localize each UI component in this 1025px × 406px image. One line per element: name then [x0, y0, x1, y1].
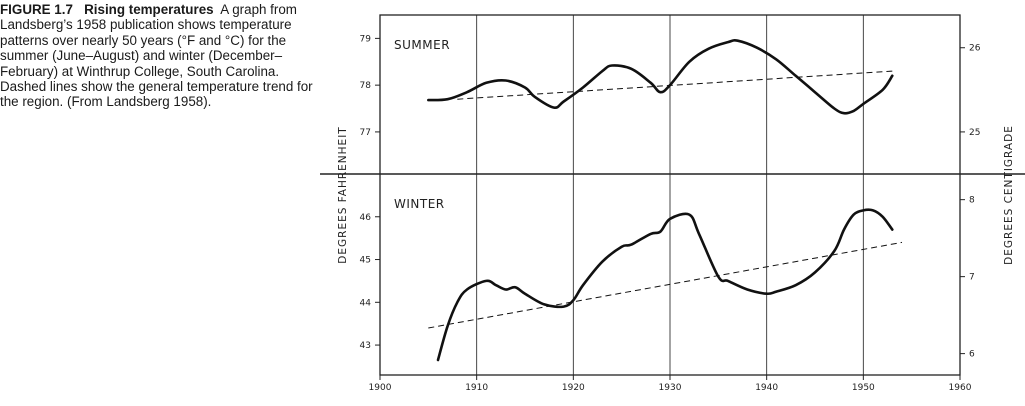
y-tick-label-right: 25 — [969, 128, 980, 138]
panel-label-winter: WINTER — [394, 197, 445, 211]
y-axis-title-right: DEGREES CENTIGRADE — [1003, 125, 1015, 265]
summer-trend-line — [457, 70, 893, 100]
y-tick-label-right: 8 — [969, 196, 975, 206]
y-tick-label-left: 44 — [360, 298, 372, 308]
y-tick-label-left: 45 — [360, 256, 371, 266]
y-tick-label-left: 79 — [360, 34, 372, 44]
x-tick-label: 1950 — [852, 383, 875, 393]
y-tick-label-left: 78 — [360, 81, 372, 91]
winter-trend-line — [428, 241, 903, 329]
x-tick-label: 1940 — [755, 383, 778, 393]
x-tick-label: 1930 — [659, 383, 682, 393]
y-tick-label-left: 77 — [360, 128, 371, 138]
x-tick-label: 1910 — [465, 383, 488, 393]
panel-label-summer: SUMMER — [394, 38, 450, 52]
y-tick-label-right: 7 — [969, 273, 975, 283]
x-tick-label: 1960 — [949, 383, 972, 393]
y-tick-label-right: 26 — [969, 44, 981, 54]
y-tick-label-right: 6 — [969, 350, 975, 360]
y-tick-label-left: 46 — [360, 213, 372, 223]
summer-temperature-line — [427, 39, 894, 115]
y-axis-title-left: DEGREES FAHRENHEIT — [337, 126, 349, 263]
x-tick-label: 1920 — [562, 383, 585, 393]
figure-caption-body: A graph from Landsberg’s 1958 publicatio… — [0, 2, 313, 110]
x-tick-label: 1900 — [369, 383, 392, 393]
winter-temperature-line — [436, 208, 894, 362]
y-tick-label-left: 43 — [360, 341, 371, 351]
figure-caption: FIGURE 1.7 Rising temperatures A graph f… — [0, 2, 318, 110]
figure-title: Rising temperatures — [84, 2, 214, 17]
figure-number: FIGURE 1.7 — [0, 2, 73, 17]
